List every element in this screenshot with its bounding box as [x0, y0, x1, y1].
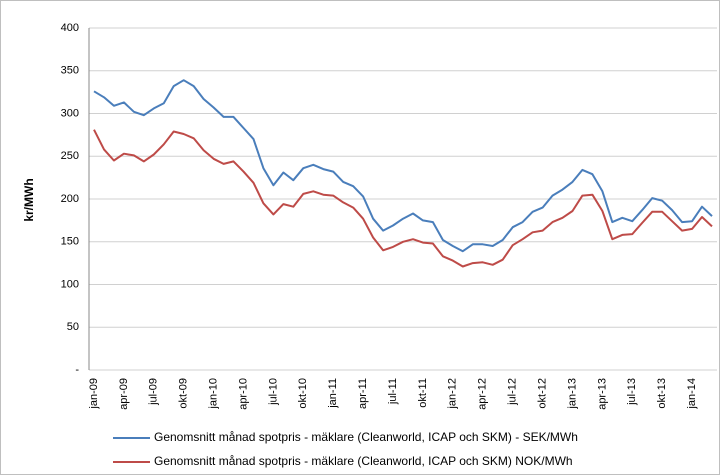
legend-label: Genomsnitt månad spotpris - mäklare (Cle…	[154, 454, 573, 468]
x-tick-label: jul-10	[267, 378, 279, 406]
x-tick-label: jul-12	[507, 378, 519, 406]
y-axis-label: kr/MWh	[22, 178, 36, 221]
legend-label: Genomsnitt månad spotpris - mäklare (Cle…	[154, 430, 578, 444]
y-tick-label: 100	[61, 278, 79, 290]
x-tick-label: jan-13	[566, 378, 578, 410]
y-tick-label: 200	[61, 193, 79, 205]
series-line	[93, 79, 713, 253]
x-tick-label: jan-14	[686, 378, 698, 410]
x-tick-label: jul-13	[626, 378, 638, 406]
x-tick-label: okt-11	[417, 378, 429, 408]
y-tick-label: 50	[67, 321, 79, 333]
y-tick-label: 250	[61, 150, 79, 162]
y-tick-label: -	[75, 364, 79, 376]
y-tick-label: 300	[61, 107, 79, 119]
y-tick-label: 350	[61, 65, 79, 77]
y-tick-label: 150	[61, 236, 79, 248]
x-tick-label: okt-09	[178, 378, 190, 409]
series-line	[93, 129, 713, 268]
x-tick-label: jan-10	[208, 378, 220, 410]
x-tick-label: okt-13	[656, 378, 668, 409]
x-tick-label: jan-12	[447, 378, 459, 410]
x-tick-label: okt-10	[297, 378, 309, 409]
x-tick-label: apr-12	[477, 378, 489, 410]
x-tick-label: jan-11	[327, 378, 339, 409]
y-tick-label: 400	[61, 22, 79, 34]
x-tick-label: jul-11	[387, 378, 399, 405]
x-tick-label: jan-09	[88, 378, 100, 410]
x-tick-label: apr-09	[118, 378, 130, 410]
x-tick-label: jul-09	[148, 378, 160, 406]
x-tick-label: apr-10	[237, 378, 249, 410]
x-tick-label: apr-13	[596, 378, 608, 410]
x-tick-label: apr-11	[357, 378, 369, 409]
x-tick-label: okt-12	[536, 378, 548, 409]
